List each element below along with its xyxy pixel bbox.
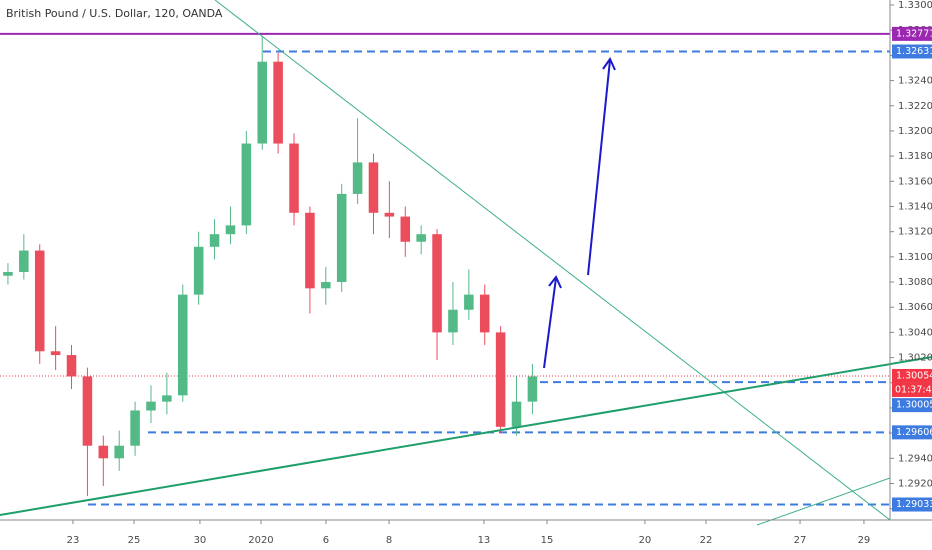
candle-body [289, 143, 299, 213]
y-tick-label: 1.29200 [898, 478, 932, 489]
y-tick-label: 1.31800 [898, 151, 932, 162]
candle-body [209, 234, 220, 247]
x-tick-label: 22 [700, 535, 713, 546]
candle-body [66, 355, 77, 377]
price-label: 1.30054 [896, 370, 932, 381]
price-label: 1.30005 [896, 400, 932, 411]
x-tick-label: 29 [858, 535, 871, 546]
candle-body [511, 401, 522, 427]
candle-body [3, 271, 13, 276]
x-tick-label: 15 [541, 535, 554, 546]
candle-body [495, 332, 506, 427]
y-tick-label: 1.31600 [898, 176, 932, 187]
candle-body [225, 225, 236, 235]
y-tick-label: 1.30400 [898, 327, 932, 338]
candle-body [162, 395, 172, 402]
price-label: 1.29606 [896, 427, 932, 438]
candle-body [479, 294, 490, 333]
arrow-head [602, 56, 616, 71]
candle-body [50, 351, 61, 356]
y-tick-label: 1.30800 [898, 277, 932, 288]
x-tick-label: 20 [639, 535, 652, 546]
x-tick-label: 6 [323, 535, 329, 546]
price-label-box [892, 44, 932, 59]
candle-body [34, 250, 45, 352]
y-tick-label: 1.29400 [898, 453, 932, 464]
candle-body [257, 61, 267, 144]
candle-body [321, 282, 331, 289]
candle-body [114, 445, 124, 459]
candle-body [416, 234, 426, 242]
x-tick-label: 13 [478, 535, 491, 546]
plot-area [0, 32, 890, 506]
arrows [543, 56, 616, 369]
candle-body [464, 294, 474, 310]
candle-body [19, 250, 29, 272]
arrow [543, 277, 557, 369]
x-tick-label: 27 [794, 535, 807, 546]
candle-body [336, 193, 347, 283]
y-tick-label: 1.30600 [898, 302, 932, 313]
trend-line [756, 477, 891, 526]
candle-body [193, 246, 204, 295]
candle-body [146, 401, 156, 411]
y-tick-label: 1.31200 [898, 227, 932, 238]
candle-body [368, 162, 379, 213]
candle-body [82, 376, 93, 446]
y-tick-label: 1.31000 [898, 252, 932, 263]
x-tick-label: 23 [67, 535, 80, 546]
price-label: 1.32631 [896, 46, 932, 57]
candle-body [448, 309, 458, 333]
countdown-label: 01:37:44 [895, 384, 932, 395]
candle-body [305, 212, 315, 289]
price-label-box [892, 368, 932, 383]
candle-body [241, 143, 252, 226]
y-tick-label: 1.32200 [898, 101, 932, 112]
price-label-box [892, 497, 932, 512]
x-tick-label: 30 [194, 535, 207, 546]
candle-body [98, 445, 109, 459]
y-tick-label: 1.32400 [898, 76, 932, 87]
price-label: 1.29033 [896, 499, 932, 510]
candle-body [384, 212, 395, 217]
candle-body [527, 376, 538, 402]
candle-body [130, 410, 140, 446]
y-tick-label: 1.33000 [898, 0, 932, 11]
price-label: 1.32771 [896, 28, 932, 39]
price-label-box [892, 26, 932, 41]
trend-line [0, 356, 932, 516]
price-label-box [892, 425, 932, 440]
arrow [587, 59, 611, 276]
candle-body [352, 162, 363, 194]
candle-body [178, 294, 188, 396]
candle-body [273, 61, 283, 144]
candle-body [432, 234, 442, 333]
countdown-box [892, 382, 932, 397]
trend-line [214, 0, 891, 521]
y-tick-label: 1.31400 [898, 201, 932, 212]
x-tick-label: 25 [128, 535, 141, 546]
candle-body [400, 216, 411, 242]
y-tick-label: 1.32000 [898, 126, 932, 137]
x-tick-label: 8 [386, 535, 392, 546]
chart-title: British Pound / U.S. Dollar, 120, OANDA [6, 7, 223, 20]
y-tick-label: 1.30200 [898, 353, 932, 364]
price-label-box [892, 398, 932, 413]
x-tick-label: 2020 [248, 535, 273, 546]
arrow-head [548, 275, 562, 289]
